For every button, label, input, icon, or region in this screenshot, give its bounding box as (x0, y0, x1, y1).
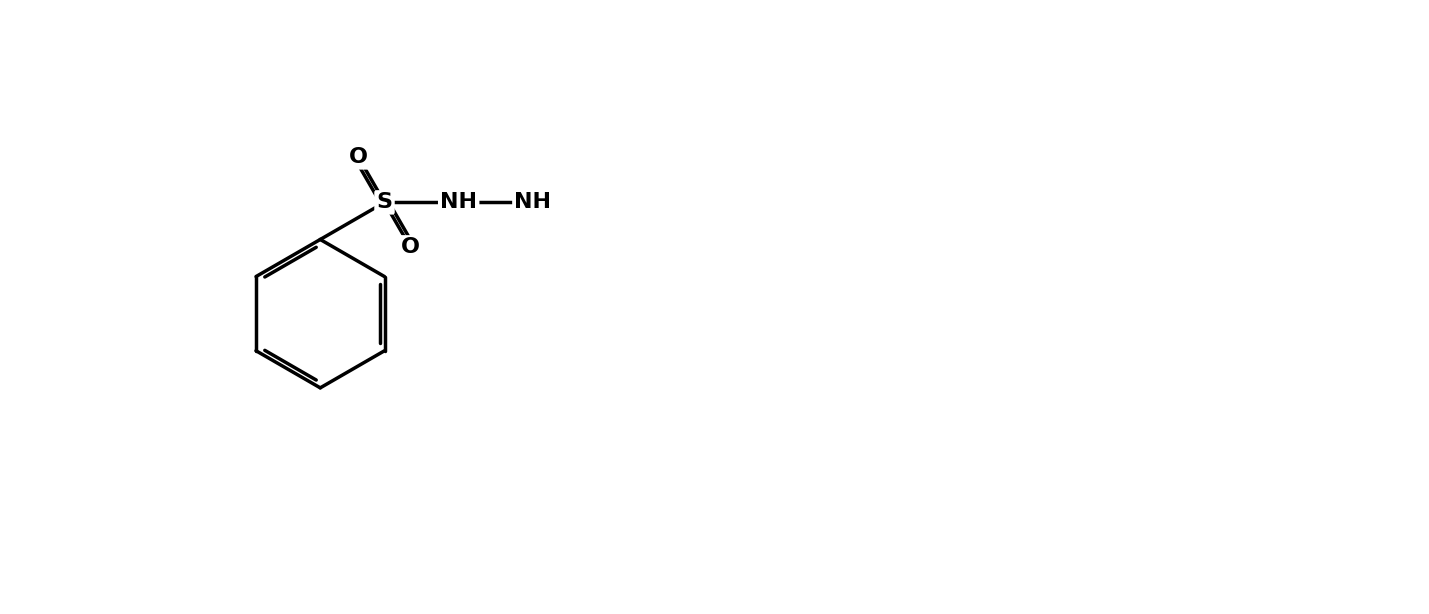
Text: NH: NH (514, 192, 552, 212)
Text: NH: NH (440, 192, 477, 212)
Text: S: S (376, 192, 393, 212)
Text: O: O (402, 238, 420, 257)
Text: O: O (349, 147, 369, 168)
